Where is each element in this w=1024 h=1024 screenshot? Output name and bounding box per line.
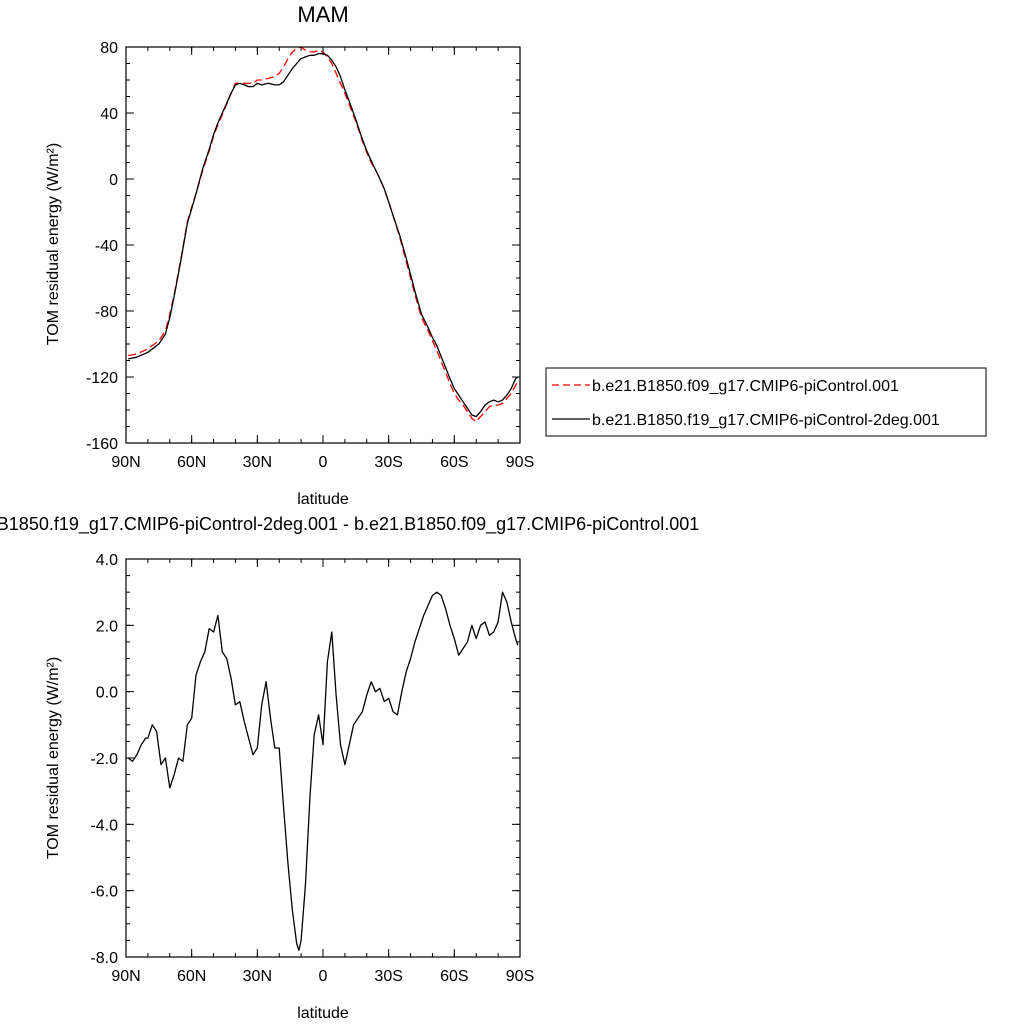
x-tick-label: 90S: [506, 454, 534, 471]
x-tick-label: 30S: [374, 454, 402, 471]
bottom-plot-frame: [125, 558, 521, 958]
y-tick-label: 40: [100, 106, 118, 123]
top-y-axis-label: TOM residual energy (W/m²): [45, 143, 62, 345]
legend-label-series-1: b.e21.B1850.f09_g17.CMIP6-piControl.001: [592, 378, 899, 395]
top-x-axis-label: latitude: [297, 491, 349, 508]
legend-box: [545, 367, 987, 437]
x-tick-label: 60S: [440, 454, 468, 471]
y-tick-label: 0.0: [96, 685, 118, 702]
legend: b.e21.B1850.f09_g17.CMIP6-piControl.001 …: [545, 367, 987, 437]
bottom-panel: b.e21.B1850.f19_g17.CMIP6-piControl-2deg…: [0, 514, 699, 1022]
x-tick-label: 30S: [374, 968, 402, 985]
y-tick-label: -2.0: [90, 751, 118, 768]
x-tick-label: 90S: [506, 968, 534, 985]
x-tick-label: 30N: [243, 454, 272, 471]
x-tick-label: 60N: [177, 454, 206, 471]
series-line-1: [127, 591, 519, 952]
bottom-y-axis-label: TOM residual energy (W/m²): [45, 657, 62, 859]
y-tick-label: -160: [86, 436, 118, 453]
y-tick-label: 80: [100, 40, 118, 57]
y-tick-label: 2.0: [96, 618, 118, 635]
y-tick-label: -80: [95, 304, 118, 321]
top-chart-title: MAM: [297, 2, 348, 27]
bottom-x-axis-label: latitude: [297, 1005, 349, 1022]
y-tick-label: -4.0: [90, 817, 118, 834]
y-tick-label: -40: [95, 238, 118, 255]
bottom-chart-title: b.e21.B1850.f19_g17.CMIP6-piControl-2deg…: [0, 514, 699, 535]
y-tick-label: -6.0: [90, 884, 118, 901]
y-tick-label: 0: [109, 172, 118, 189]
series-line-2: [128, 52, 519, 418]
y-tick-label: -8.0: [90, 950, 118, 967]
x-tick-label: 30N: [243, 968, 272, 985]
y-tick-label: -120: [86, 370, 118, 387]
x-tick-label: 0: [319, 968, 328, 985]
top-panel: MAM TOM residual energy (W/m²) latitude …: [45, 2, 534, 508]
x-tick-label: 60S: [440, 968, 468, 985]
x-tick-label: 60N: [177, 968, 206, 985]
x-tick-label: 0: [319, 454, 328, 471]
x-tick-label: 90N: [111, 454, 140, 471]
top-plot-frame: [125, 46, 521, 444]
series-line-1: [128, 46, 519, 423]
legend-label-series-2: b.e21.B1850.f19_g17.CMIP6-piControl-2deg…: [592, 412, 940, 429]
x-tick-label: 90N: [111, 968, 140, 985]
y-tick-label: 4.0: [96, 552, 118, 569]
